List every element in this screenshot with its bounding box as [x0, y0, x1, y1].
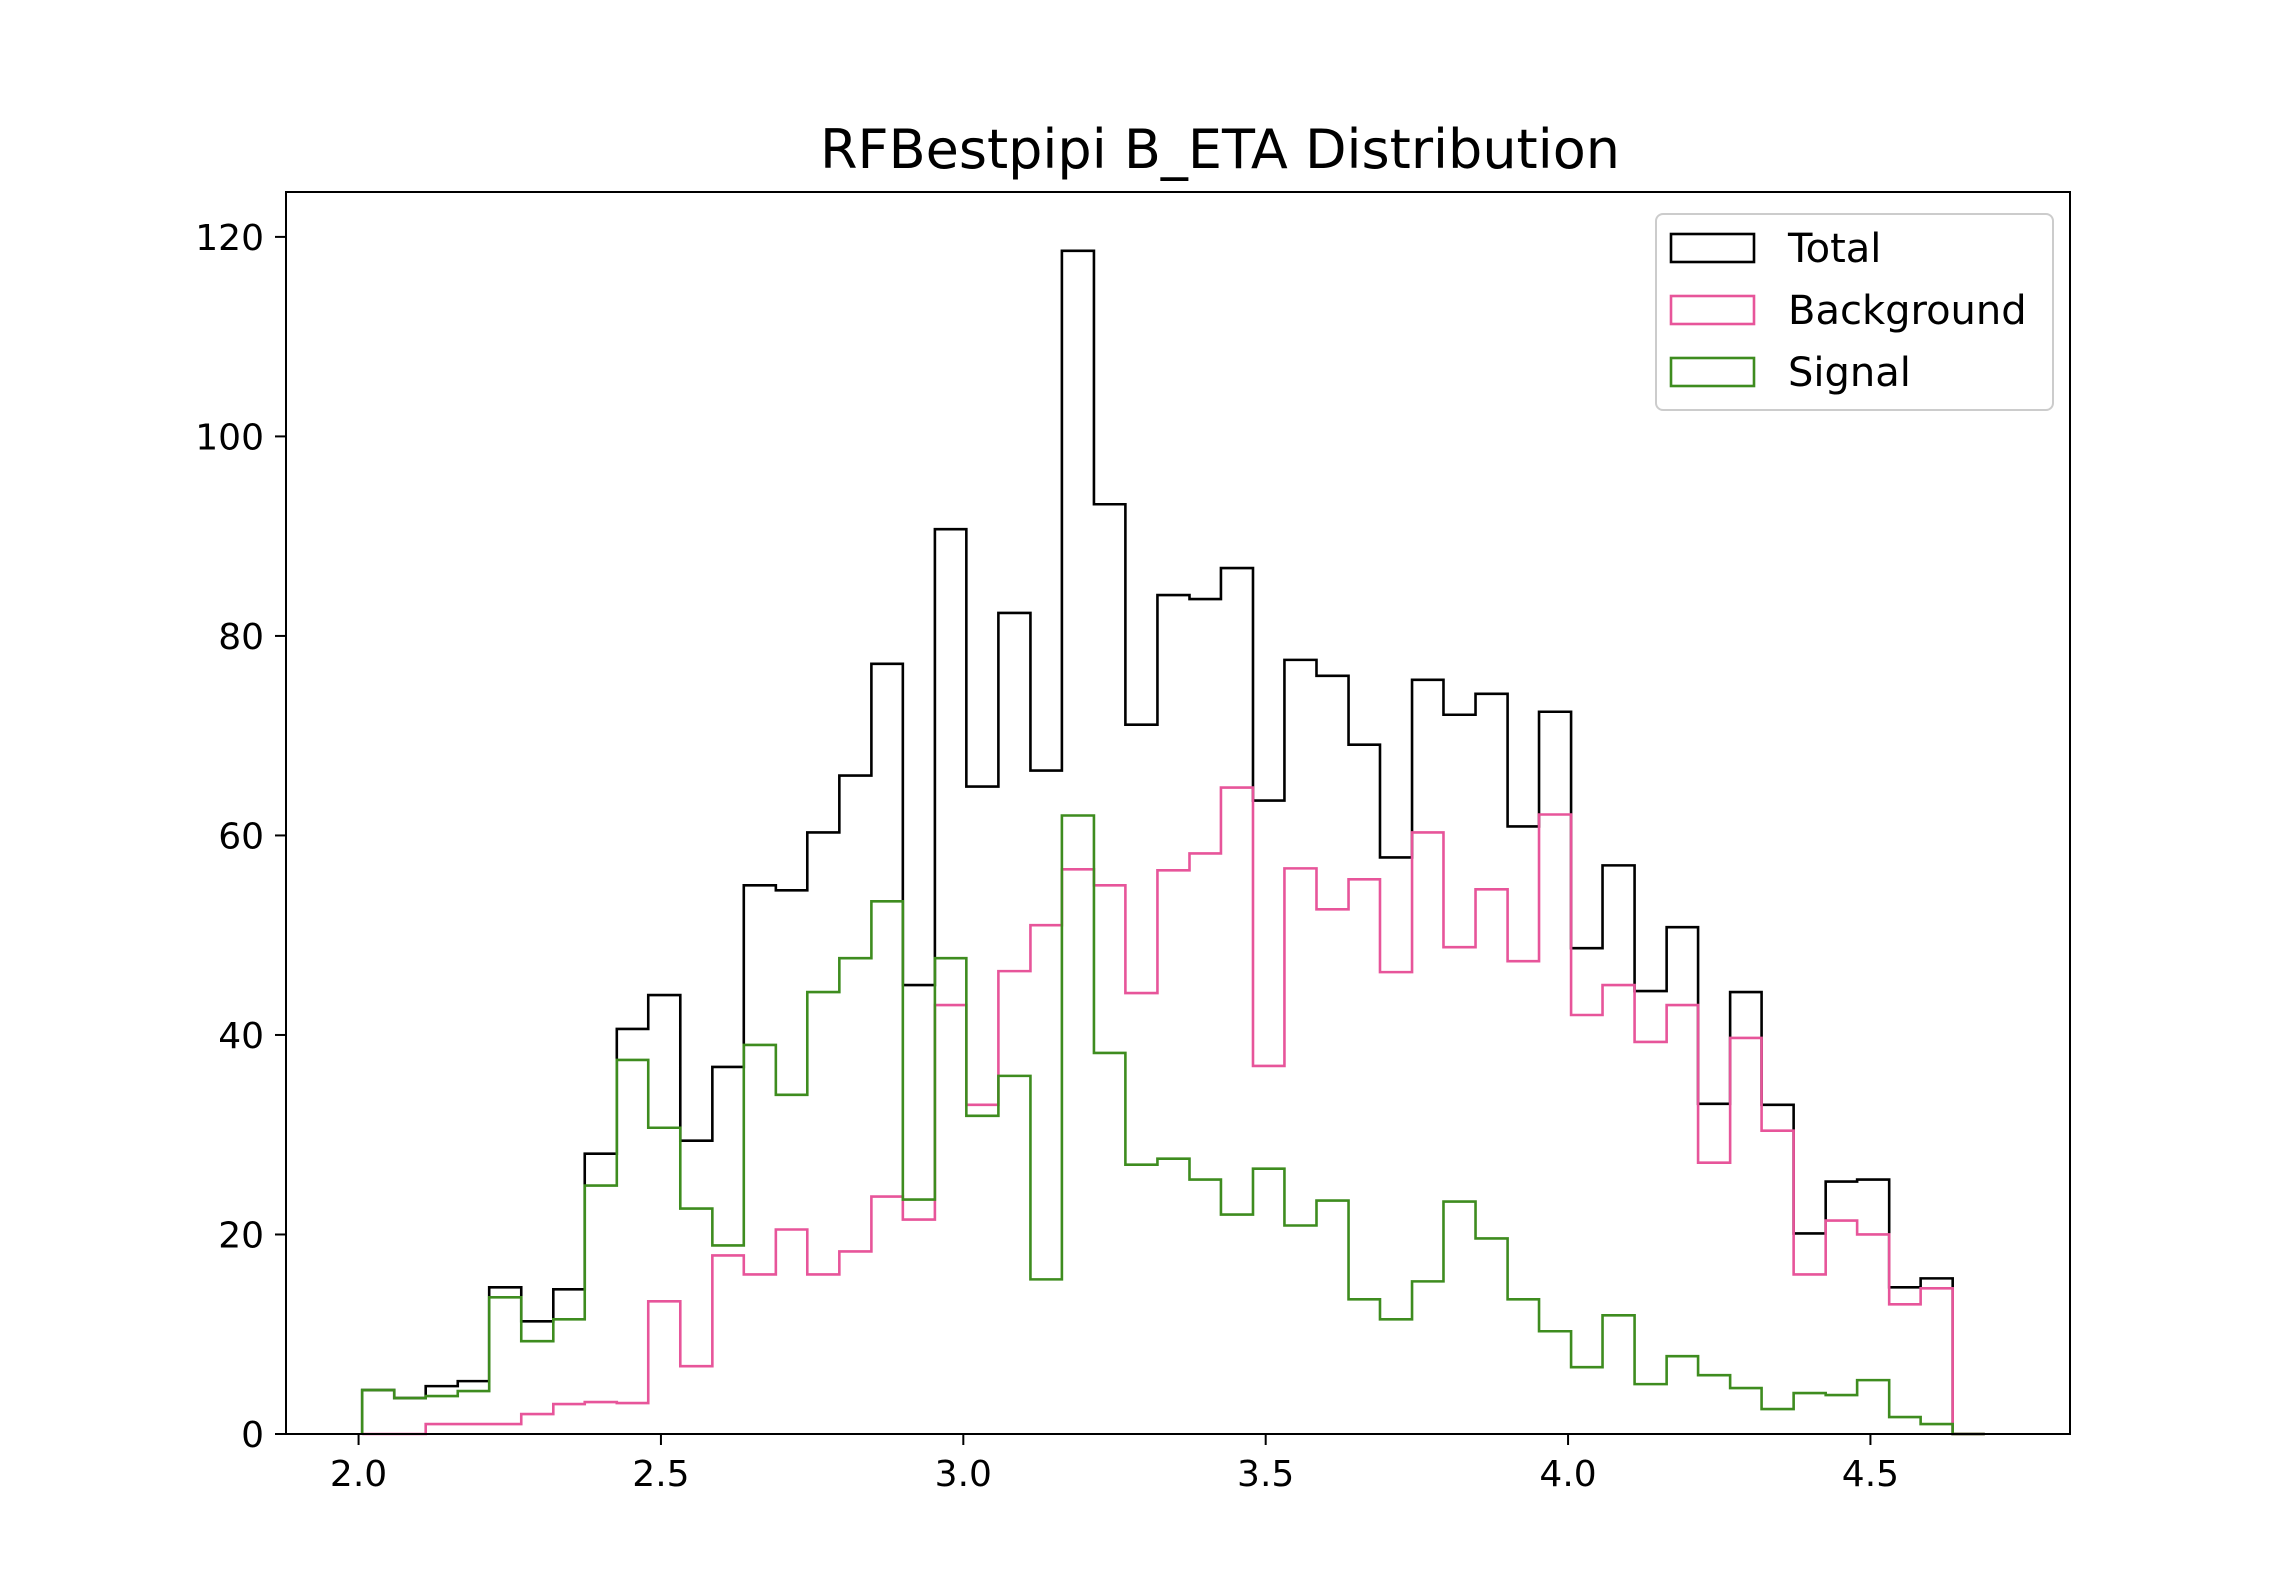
- y-tick-label: 40: [218, 1016, 264, 1057]
- legend-label-signal: Signal: [1788, 350, 1911, 396]
- legend-label-total: Total: [1787, 226, 1881, 272]
- x-tick-label: 2.5: [632, 1454, 689, 1495]
- series-background-histogram: [362, 786, 1985, 1436]
- legend: Total Background Signal: [1655, 213, 2054, 411]
- legend-swatch-background: [1669, 294, 1756, 326]
- y-tick-label: 120: [195, 218, 264, 259]
- y-tick-label: 80: [218, 617, 264, 658]
- legend-swatch-signal: [1669, 356, 1756, 388]
- y-tick-label: 20: [218, 1215, 264, 1256]
- y-axis: 0 20 40 60 80 100 120: [195, 218, 286, 1456]
- series-signal-histogram: [360, 814, 1985, 1436]
- legend-label-background: Background: [1788, 288, 2027, 334]
- y-tick-label: 100: [195, 417, 264, 458]
- plot-area-frame: [285, 191, 2071, 1435]
- x-tick-label: 3.5: [1237, 1454, 1294, 1495]
- x-tick-label: 3.0: [935, 1454, 992, 1495]
- y-tick-label: 60: [218, 816, 264, 857]
- x-tick-label: 4.5: [1842, 1454, 1899, 1495]
- series-layer: [360, 249, 1985, 1436]
- y-tick-label: 0: [241, 1415, 264, 1456]
- x-tick-label: 4.0: [1539, 1454, 1596, 1495]
- legend-swatch-total: [1669, 232, 1756, 264]
- x-axis: 2.0 2.5 3.0 3.5 4.0 4.5: [330, 1434, 1899, 1495]
- chart-title: RFBestpipi B_ETA Distribution: [820, 118, 1620, 181]
- x-tick-label: 2.0: [330, 1454, 387, 1495]
